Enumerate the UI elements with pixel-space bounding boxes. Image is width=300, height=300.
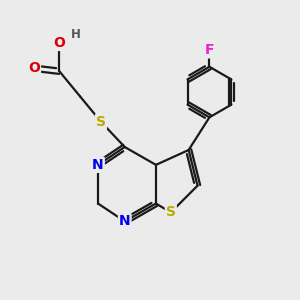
Text: F: F bbox=[205, 44, 214, 57]
Text: O: O bbox=[53, 36, 65, 50]
Text: O: O bbox=[28, 61, 40, 75]
Text: H: H bbox=[71, 28, 81, 40]
Text: N: N bbox=[119, 214, 130, 228]
Text: N: N bbox=[92, 158, 104, 172]
Text: S: S bbox=[96, 115, 106, 129]
Text: S: S bbox=[166, 206, 176, 219]
